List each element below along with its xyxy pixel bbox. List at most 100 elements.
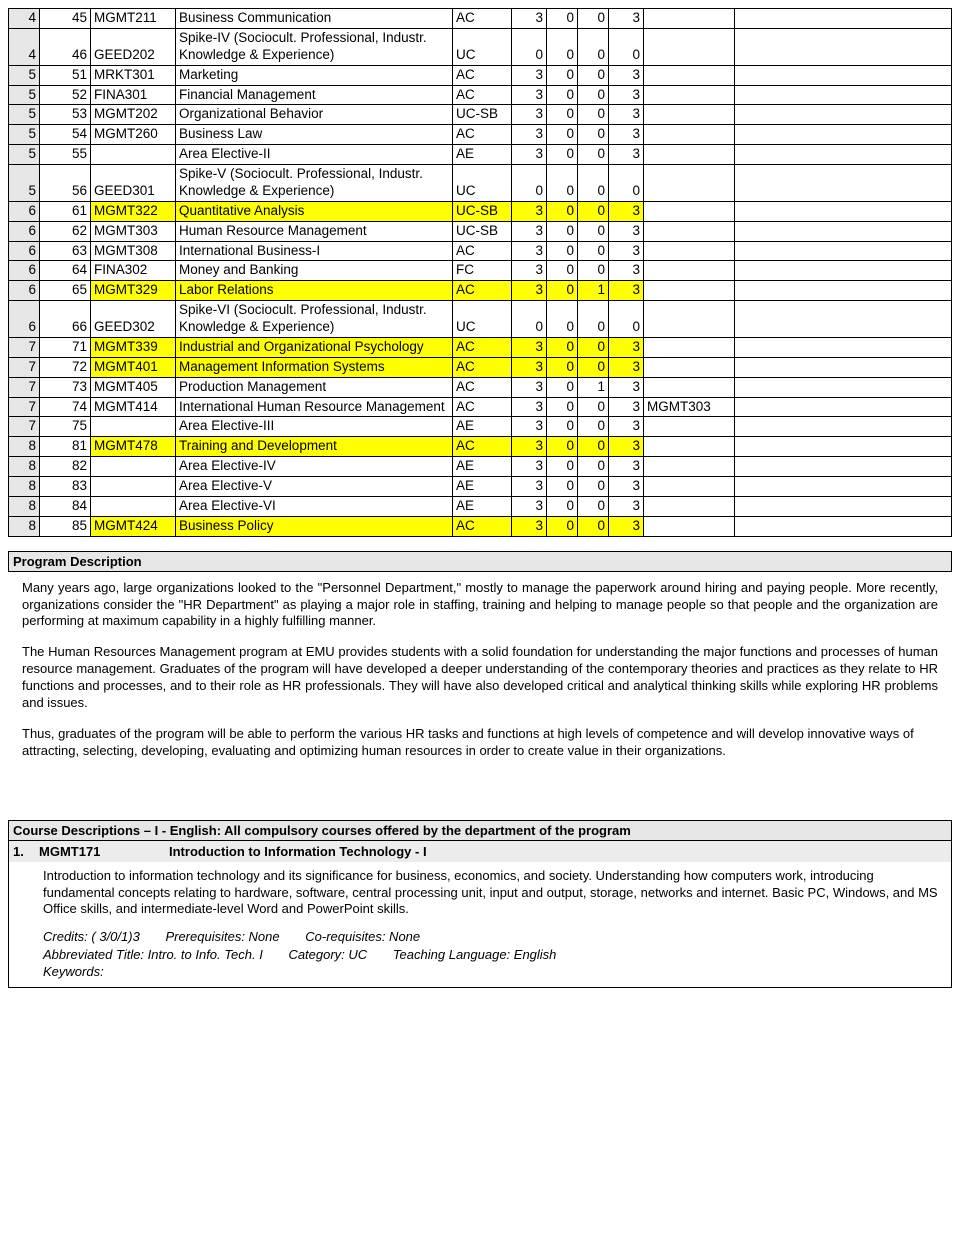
table-cell: MGMT329 <box>91 281 176 301</box>
table-cell: 3 <box>512 496 547 516</box>
table-cell: 6 <box>9 261 40 281</box>
table-cell: Money and Banking <box>176 261 453 281</box>
table-cell: Business Policy <box>176 516 453 536</box>
table-cell: 66 <box>40 301 91 338</box>
table-cell <box>735 377 952 397</box>
table-row: 772MGMT401Management Information Systems… <box>9 357 952 377</box>
table-cell: 82 <box>40 457 91 477</box>
table-cell <box>735 9 952 29</box>
cd-number: 1. <box>9 844 39 859</box>
table-cell: MGMT424 <box>91 516 176 536</box>
table-cell: 8 <box>9 477 40 497</box>
table-cell <box>91 477 176 497</box>
table-cell: 3 <box>512 85 547 105</box>
table-cell: 8 <box>9 457 40 477</box>
table-cell <box>644 377 735 397</box>
table-cell: International Business-I <box>176 241 453 261</box>
table-cell: Business Communication <box>176 9 453 29</box>
table-cell: 0 <box>547 457 578 477</box>
table-cell <box>91 457 176 477</box>
table-cell: 3 <box>512 241 547 261</box>
table-cell: 3 <box>512 261 547 281</box>
table-row: 774MGMT414International Human Resource M… <box>9 397 952 417</box>
table-cell: AC <box>453 337 512 357</box>
table-cell: 0 <box>578 477 609 497</box>
table-cell <box>91 496 176 516</box>
table-cell: MGMT303 <box>644 397 735 417</box>
table-cell <box>644 65 735 85</box>
cd-credits: Credits: ( 3/0/1)3 <box>43 928 140 946</box>
table-cell <box>644 457 735 477</box>
table-cell: 3 <box>609 201 644 221</box>
course-description-item: 1. MGMT171 Introduction to Information T… <box>8 841 952 988</box>
table-cell: 0 <box>578 241 609 261</box>
table-cell: AC <box>453 65 512 85</box>
table-cell <box>644 125 735 145</box>
table-cell <box>735 516 952 536</box>
table-cell <box>644 281 735 301</box>
table-cell: FINA302 <box>91 261 176 281</box>
table-cell: 0 <box>547 397 578 417</box>
table-cell: 4 <box>9 28 40 65</box>
table-cell: AE <box>453 496 512 516</box>
table-cell: Management Information Systems <box>176 357 453 377</box>
table-cell: 3 <box>609 437 644 457</box>
table-cell: 7 <box>9 357 40 377</box>
table-cell: 0 <box>609 28 644 65</box>
table-cell: 73 <box>40 377 91 397</box>
table-row: 775Area Elective-IIIAE3003 <box>9 417 952 437</box>
program-description-header: Program Description <box>8 551 952 572</box>
table-row: 661MGMT322Quantitative AnalysisUC-SB3003 <box>9 201 952 221</box>
table-cell <box>735 417 952 437</box>
program-para-1: Many years ago, large organizations look… <box>22 580 938 631</box>
cd-code: MGMT171 <box>39 844 169 859</box>
table-cell: 83 <box>40 477 91 497</box>
table-cell: 0 <box>578 357 609 377</box>
table-cell: 61 <box>40 201 91 221</box>
table-cell: 5 <box>9 85 40 105</box>
table-cell <box>735 437 952 457</box>
table-cell: 3 <box>512 357 547 377</box>
table-cell: Business Law <box>176 125 453 145</box>
table-cell <box>644 516 735 536</box>
table-cell: 0 <box>578 417 609 437</box>
table-cell: MGMT339 <box>91 337 176 357</box>
table-cell: 0 <box>547 496 578 516</box>
table-cell: 0 <box>547 9 578 29</box>
table-cell <box>644 105 735 125</box>
table-cell: MGMT202 <box>91 105 176 125</box>
table-cell: 3 <box>512 281 547 301</box>
table-cell: 0 <box>547 377 578 397</box>
table-cell: FC <box>453 261 512 281</box>
table-cell: Quantitative Analysis <box>176 201 453 221</box>
course-table: 445MGMT211Business CommunicationAC300344… <box>8 8 952 537</box>
table-row: 663MGMT308International Business-IAC3003 <box>9 241 952 261</box>
table-cell: MGMT308 <box>91 241 176 261</box>
table-cell: 5 <box>9 105 40 125</box>
table-cell: 74 <box>40 397 91 417</box>
cd-coreq: Co-requisites: None <box>305 928 420 946</box>
table-cell: 3 <box>609 516 644 536</box>
table-cell <box>735 221 952 241</box>
table-cell: FINA301 <box>91 85 176 105</box>
table-cell: 0 <box>578 261 609 281</box>
table-cell: 85 <box>40 516 91 536</box>
table-cell: 54 <box>40 125 91 145</box>
table-cell: 6 <box>9 241 40 261</box>
table-cell: 0 <box>547 516 578 536</box>
table-cell: MGMT260 <box>91 125 176 145</box>
table-row: 664FINA302Money and BankingFC3003 <box>9 261 952 281</box>
course-descriptions-box: Course Descriptions – I - English: All c… <box>8 820 952 841</box>
table-row: 885MGMT424Business PolicyAC3003 <box>9 516 952 536</box>
table-row: 556GEED301Spike-V (Sociocult. Profession… <box>9 165 952 202</box>
table-cell: 0 <box>578 457 609 477</box>
table-cell: Training and Development <box>176 437 453 457</box>
table-cell: 0 <box>578 105 609 125</box>
table-cell: Area Elective-VI <box>176 496 453 516</box>
table-cell: 65 <box>40 281 91 301</box>
course-descriptions-header: Course Descriptions – I - English: All c… <box>9 821 951 841</box>
table-cell: 3 <box>512 145 547 165</box>
table-cell: MGMT322 <box>91 201 176 221</box>
table-cell: 0 <box>547 261 578 281</box>
table-cell: GEED302 <box>91 301 176 338</box>
